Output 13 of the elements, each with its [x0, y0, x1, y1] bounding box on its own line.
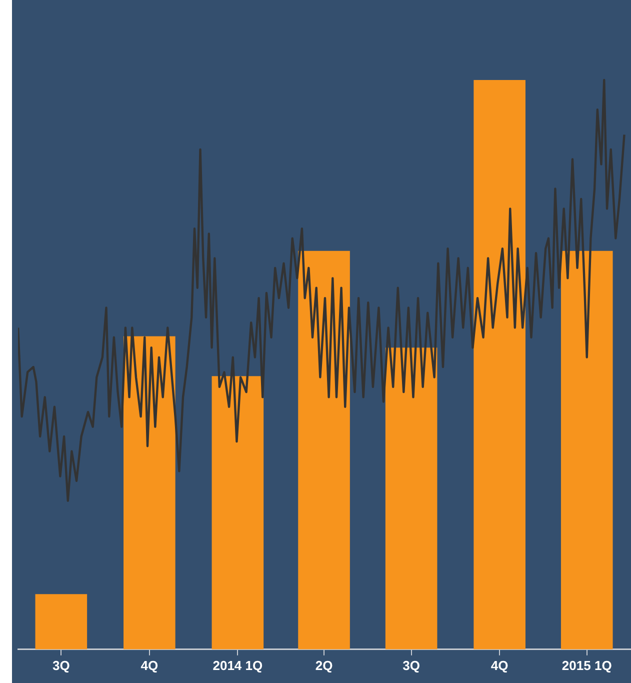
x-tick-label: 4Q: [490, 658, 508, 673]
bar: [212, 376, 264, 650]
x-tick-label: 2014 1Q: [212, 658, 263, 673]
bar: [35, 594, 88, 650]
x-tick-label: 3Q: [402, 658, 420, 673]
bar: [560, 250, 613, 650]
bar: [385, 348, 438, 650]
x-tick-label: 2Q: [315, 658, 333, 673]
bar: [474, 80, 526, 650]
bar: [298, 250, 350, 650]
x-tick-label: 3Q: [52, 658, 70, 673]
x-tick-label: 4Q: [140, 658, 158, 673]
x-tick-label: 2015 1Q: [562, 658, 612, 673]
